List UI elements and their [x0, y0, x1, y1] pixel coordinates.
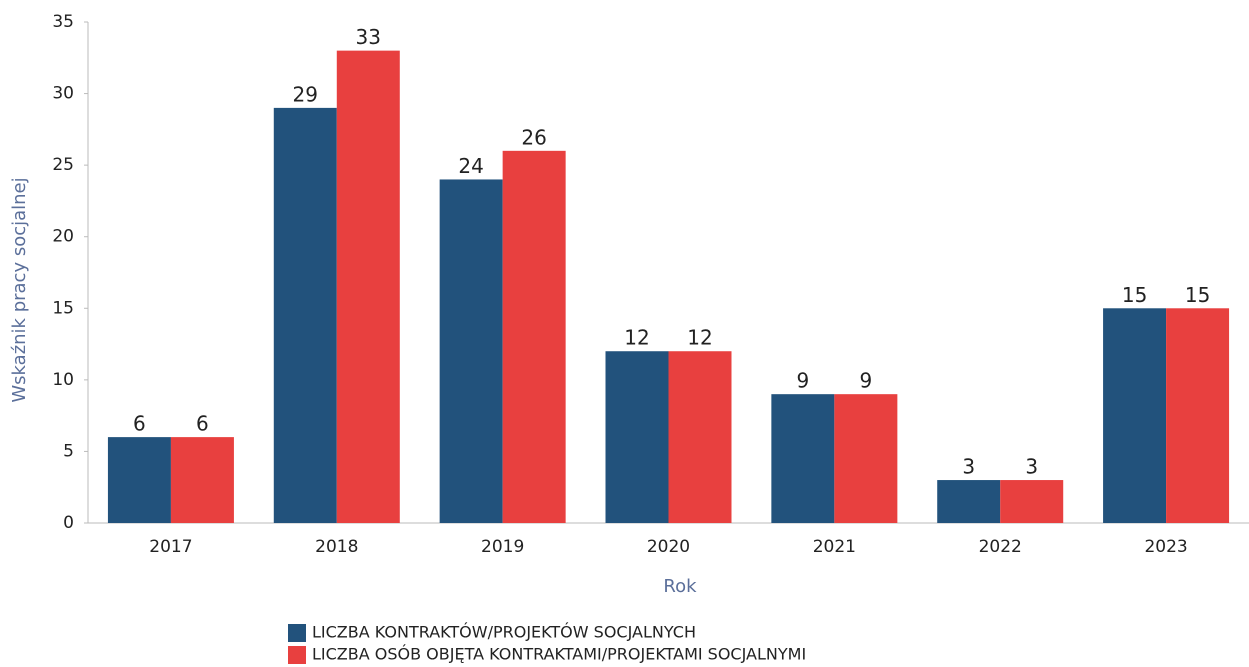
- bar: [1000, 480, 1064, 523]
- bar: [937, 480, 1001, 523]
- bar: [1166, 308, 1230, 523]
- data-label: 15: [1122, 283, 1147, 307]
- x-tick-label: 2019: [481, 537, 524, 557]
- x-tick-label: 2022: [979, 537, 1022, 557]
- y-axis-title: Wskaźnik pracy socjalnej: [9, 177, 30, 402]
- data-label: 15: [1185, 283, 1210, 307]
- bar: [502, 150, 566, 524]
- legend-swatch: [288, 646, 306, 664]
- data-label: 12: [687, 326, 712, 350]
- data-label: 29: [293, 82, 318, 106]
- y-tick-label: 25: [52, 155, 74, 175]
- data-label: 26: [521, 125, 546, 149]
- x-tick-label: 2023: [1144, 537, 1187, 557]
- legend-label: LICZBA KONTRAKTÓW/PROJEKTÓW SOCJALNYCH: [312, 623, 696, 642]
- x-tick-label: 2021: [813, 537, 856, 557]
- bar: [273, 107, 337, 523]
- x-tick-label: 2018: [315, 537, 358, 557]
- y-tick-label: 15: [52, 298, 74, 318]
- data-label: 6: [196, 412, 209, 436]
- bar: [1103, 308, 1167, 523]
- bar: [170, 437, 234, 523]
- y-tick-label: 20: [52, 227, 74, 247]
- x-axis-title: Rok: [663, 576, 697, 597]
- data-label: 9: [796, 369, 809, 393]
- y-tick-label: 30: [52, 84, 74, 104]
- data-label: 3: [962, 455, 975, 479]
- legend-label: LICZBA OSÓB OBJĘTA KONTRAKTAMI/PROJEKTAM…: [312, 645, 806, 664]
- bar: [605, 351, 669, 523]
- bar: [107, 437, 171, 523]
- bar: [336, 50, 400, 523]
- data-label: 9: [859, 369, 872, 393]
- y-tick-label: 0: [63, 513, 74, 533]
- y-tick-label: 5: [63, 441, 74, 461]
- bar: [771, 394, 835, 523]
- legend-swatch: [288, 624, 306, 642]
- x-tick-label: 2017: [149, 537, 192, 557]
- y-tick-label: 35: [52, 12, 74, 32]
- data-label: 3: [1025, 455, 1038, 479]
- data-label: 33: [356, 25, 381, 49]
- bar: [668, 351, 732, 523]
- bar: [439, 179, 503, 523]
- x-tick-label: 2020: [647, 537, 690, 557]
- bar: [834, 394, 898, 523]
- data-label: 6: [133, 412, 146, 436]
- data-label: 12: [624, 326, 649, 350]
- y-tick-label: 10: [52, 370, 74, 390]
- data-label: 24: [458, 154, 483, 178]
